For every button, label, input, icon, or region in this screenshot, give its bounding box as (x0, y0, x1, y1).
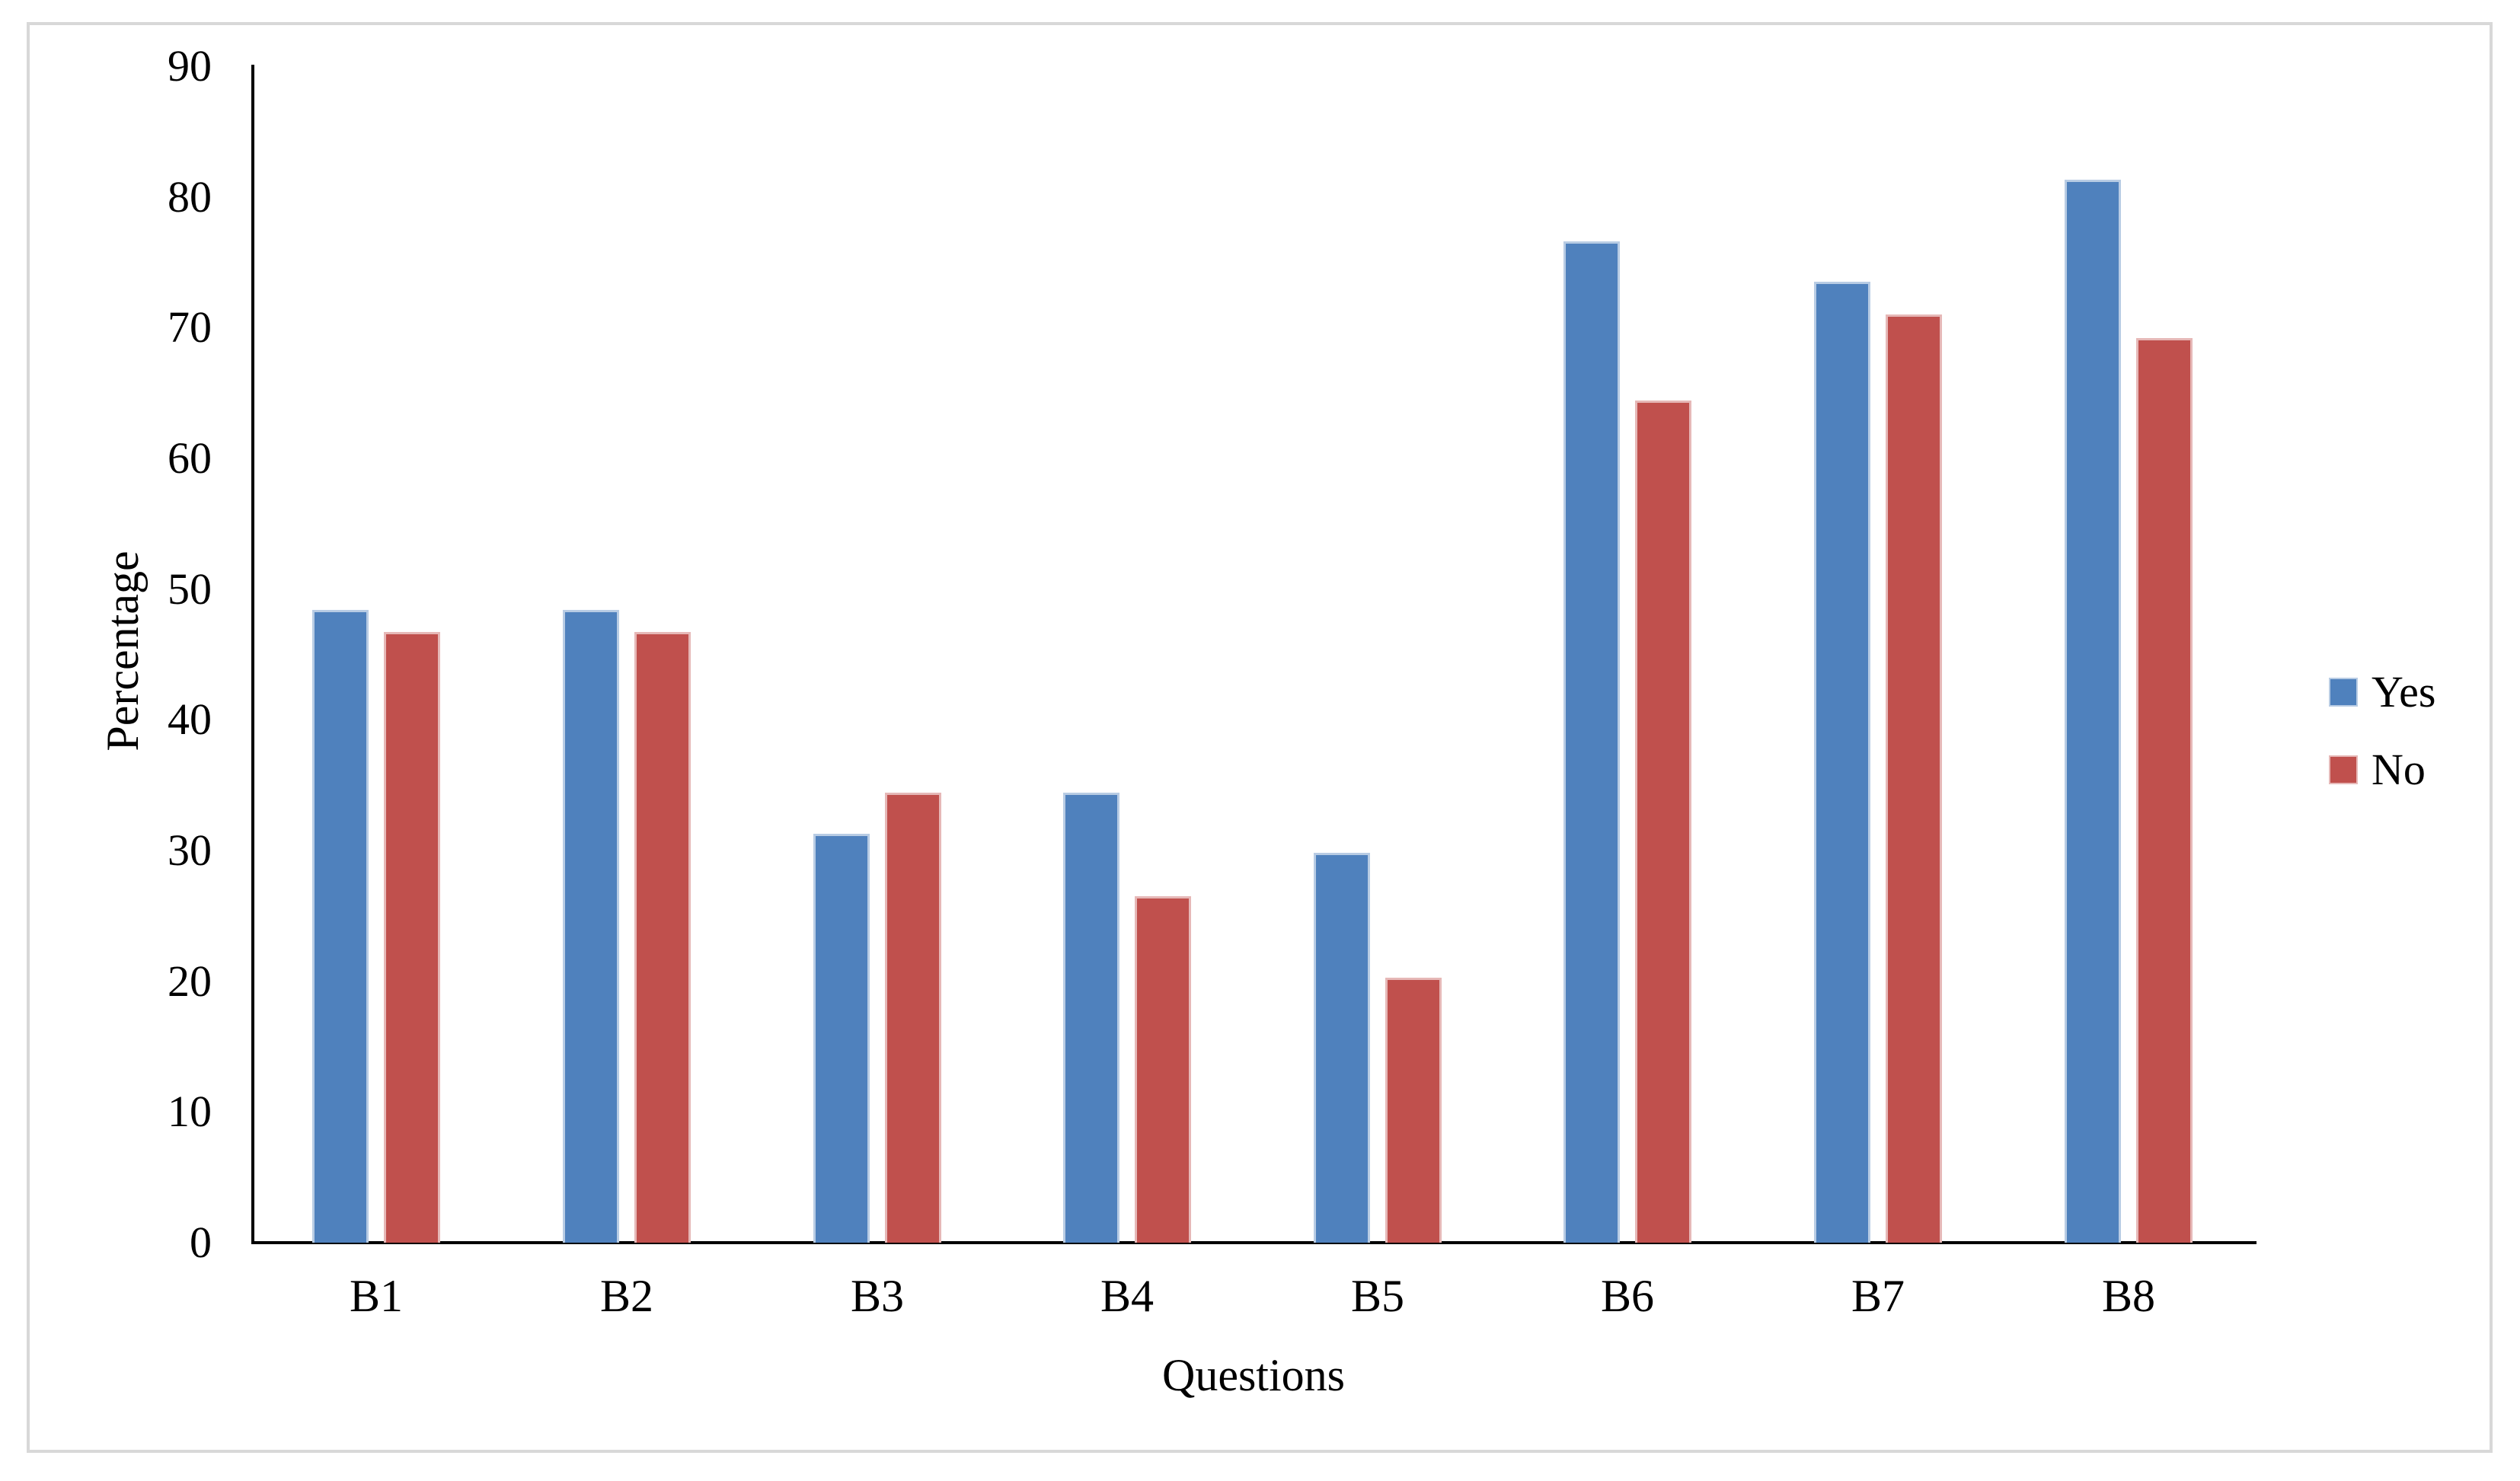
legend-item-no: No (2329, 748, 2435, 792)
y-tick-label-60: 60 (168, 433, 212, 483)
legend-swatch-icon (2329, 755, 2358, 784)
y-tick-label-0: 0 (190, 1218, 212, 1267)
bar-no-b5 (1385, 978, 1442, 1243)
legend: Yes No (2329, 670, 2435, 825)
bar-yes-b6 (1563, 241, 1620, 1243)
bar-yes-b7 (1814, 282, 1870, 1243)
y-tick-label-30: 30 (168, 825, 212, 875)
bar-no-b8 (2136, 338, 2193, 1243)
x-tick-label-b3: B3 (850, 1271, 905, 1321)
y-axis-line (251, 65, 254, 1244)
bar-yes-b8 (2065, 180, 2121, 1243)
y-tick-label-50: 50 (168, 563, 212, 614)
bar-yes-b1 (312, 610, 369, 1243)
bar-yes-b3 (813, 834, 870, 1243)
x-tick-label-b2: B2 (599, 1271, 654, 1321)
legend-swatch-icon (2329, 678, 2358, 707)
legend-label: No (2371, 745, 2426, 794)
x-tick-label-b8: B8 (2101, 1271, 2156, 1321)
x-tick-label-b1: B1 (349, 1271, 404, 1321)
legend-item-yes: Yes (2329, 670, 2435, 714)
x-tick-label-b6: B6 (1600, 1271, 1655, 1321)
y-tick-label-70: 70 (168, 302, 212, 353)
y-tick-label-90: 90 (168, 41, 212, 91)
x-axis-title: Questions (1162, 1350, 1345, 1400)
x-tick-label-b5: B5 (1350, 1271, 1405, 1321)
bar-no-b4 (1135, 896, 1191, 1243)
y-tick-label-40: 40 (168, 694, 212, 745)
y-tick-label-10: 10 (168, 1087, 212, 1137)
x-axis-line (251, 1241, 2257, 1244)
y-axis-title: Percentage (97, 551, 148, 752)
bar-yes-b5 (1314, 853, 1370, 1243)
bar-yes-b4 (1063, 793, 1119, 1243)
bar-no-b1 (384, 632, 440, 1243)
legend-label: Yes (2371, 667, 2436, 717)
bar-no-b2 (634, 632, 691, 1243)
y-tick-label-20: 20 (168, 956, 212, 1006)
bar-no-b3 (885, 793, 941, 1243)
x-tick-label-b4: B4 (1100, 1271, 1155, 1321)
x-tick-label-b7: B7 (1851, 1271, 1905, 1321)
bar-no-b7 (1886, 314, 1942, 1243)
bar-yes-b2 (563, 610, 619, 1243)
bar-no-b6 (1635, 401, 1691, 1243)
y-tick-label-80: 80 (168, 171, 212, 222)
